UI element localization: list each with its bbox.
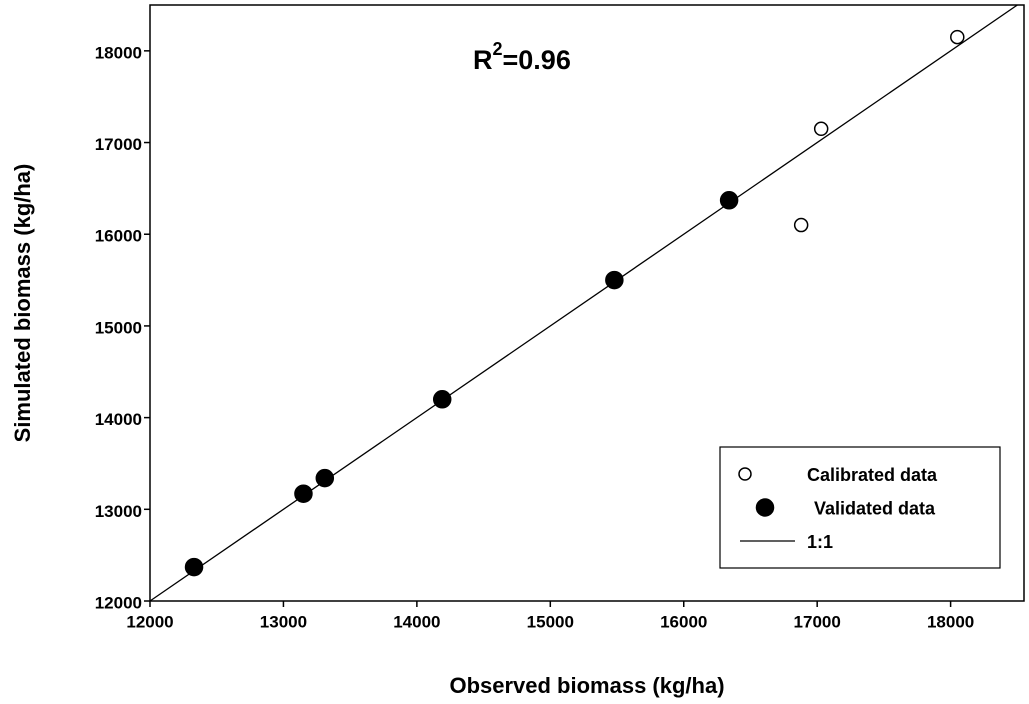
x-tick-label: 18000 bbox=[927, 612, 974, 631]
legend-marker bbox=[738, 467, 752, 481]
identity-line bbox=[149, 4, 1018, 602]
plot-frame bbox=[149, 4, 1025, 602]
y-tick-label: 13000 bbox=[95, 502, 142, 521]
x-tick-label: 12000 bbox=[126, 612, 173, 631]
y-tick-label: 14000 bbox=[95, 410, 142, 429]
x-tick-label: 15000 bbox=[527, 612, 574, 631]
data-point bbox=[793, 217, 809, 233]
x-tick-label: 17000 bbox=[794, 612, 841, 631]
annotation-text: =0.96 bbox=[503, 45, 571, 75]
y-tick-label: 17000 bbox=[95, 135, 142, 154]
annotation-sup: 2 bbox=[493, 39, 503, 59]
y-tick-label: 15000 bbox=[95, 318, 142, 337]
annotation-base: R bbox=[473, 45, 493, 75]
legend-label: Calibrated data bbox=[807, 465, 938, 485]
y-axis-label: Simulated biomass (kg/ha) bbox=[10, 164, 35, 443]
legend-label: 1:1 bbox=[807, 532, 833, 552]
x-tick-label: 16000 bbox=[660, 612, 707, 631]
data-point bbox=[719, 191, 739, 210]
x-tick-label: 13000 bbox=[260, 612, 307, 631]
annotation: R2=0.96 bbox=[473, 39, 571, 75]
y-tick-label: 16000 bbox=[95, 227, 142, 246]
legend-marker bbox=[755, 498, 775, 517]
legend-label: Validated data bbox=[814, 498, 936, 518]
x-tick-label: 14000 bbox=[393, 612, 440, 631]
y-tick-label: 18000 bbox=[95, 43, 142, 62]
data-point bbox=[813, 121, 829, 137]
data-point bbox=[315, 468, 335, 488]
data-point bbox=[950, 29, 965, 45]
y-tick-label: 12000 bbox=[95, 593, 142, 612]
data-point bbox=[432, 390, 452, 409]
data-point bbox=[184, 557, 204, 577]
x-axis-label: Observed biomass (kg/ha) bbox=[449, 673, 724, 698]
